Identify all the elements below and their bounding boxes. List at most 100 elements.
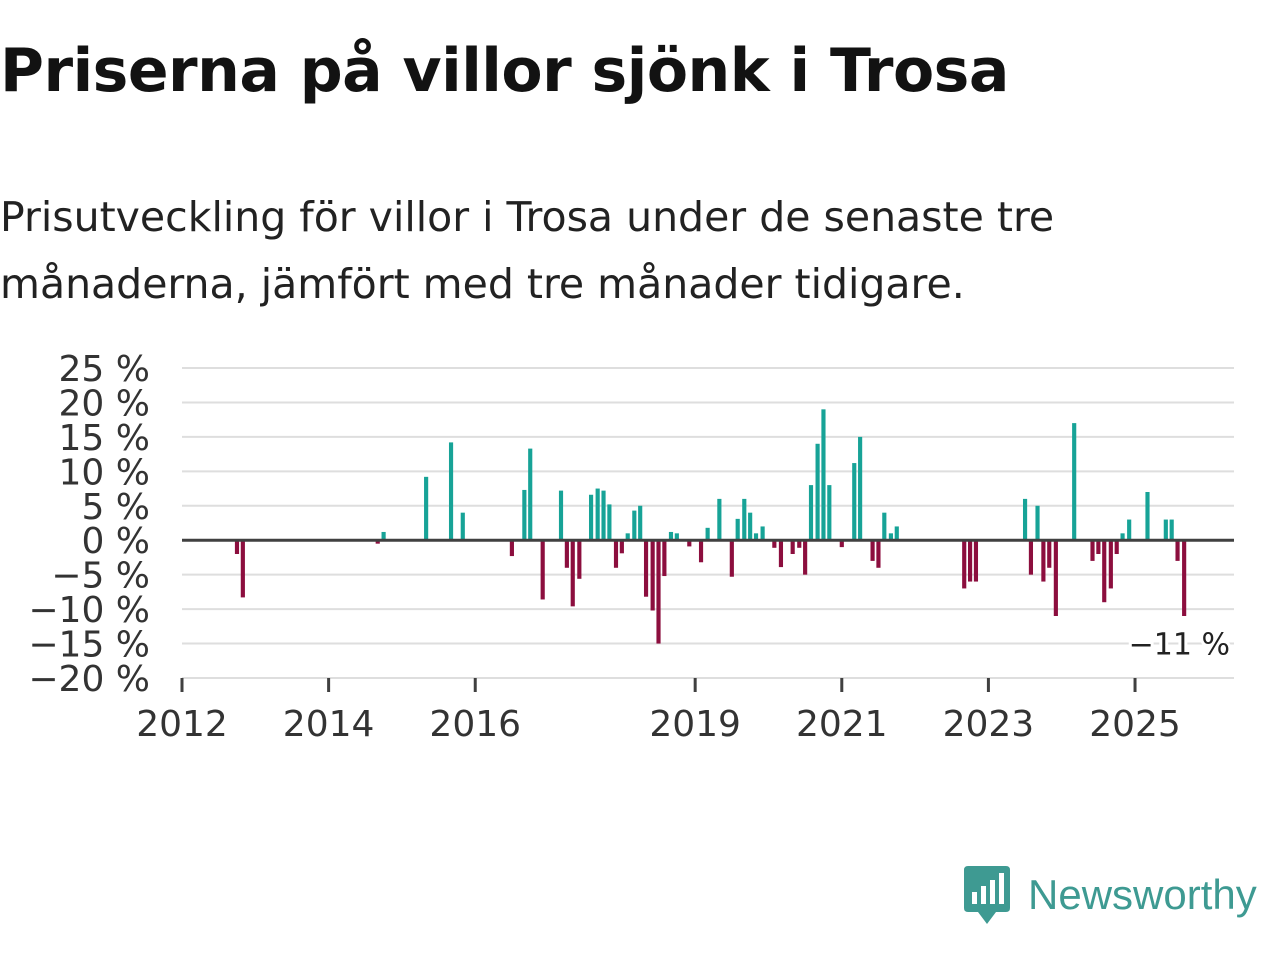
bar [540,540,545,600]
bar [1145,492,1150,541]
x-tick-label: 2023 [943,704,1035,740]
bar [808,485,814,541]
bar [858,436,863,541]
bar [656,540,661,644]
bar [894,526,899,541]
bar [1096,540,1101,554]
bar [1127,519,1132,541]
bar [424,476,429,541]
y-tick-label: −15 % [28,625,150,666]
bar [968,540,973,582]
bar [601,490,606,541]
bar [735,518,740,541]
bar [1114,540,1119,554]
bar [705,527,710,541]
bar [1163,519,1168,541]
bar [973,540,979,582]
bar [375,540,380,544]
newsworthy-logo: Newsworthy [962,864,1257,926]
y-tick-label: 0 % [81,521,150,562]
bar [674,533,679,541]
y-tick-label: 5 % [81,487,150,528]
bar [717,498,722,541]
y-tick-label: −10 % [28,590,150,631]
x-tick-label: 2016 [429,704,521,740]
bar [1035,505,1040,541]
bar [625,533,630,541]
bar [888,533,893,541]
bar [687,540,692,547]
annotations: −11 % [1126,625,1233,666]
bar [558,490,564,541]
bar [729,540,734,577]
last-value-label: −11 % [1129,628,1230,663]
bar [827,485,832,541]
bar [643,540,649,597]
chart-title: Priserna på villor sjönk i Trosa [0,36,1009,106]
bar [962,540,967,589]
brand-name: Newsworthy [1028,871,1257,918]
bar [815,443,820,541]
bar [381,531,386,541]
bar [1022,498,1028,541]
bar [668,531,674,541]
bar [797,540,802,548]
bar [1047,540,1052,568]
y-tick-label: 25 % [59,349,150,390]
y-tick-label: 20 % [59,383,150,424]
bar [1090,540,1095,561]
bar [1169,519,1174,541]
gridlines [182,367,1234,679]
x-tick-label: 2025 [1089,704,1181,740]
bar [522,489,527,541]
bar [698,540,704,563]
bar [638,505,643,541]
bar [1053,540,1058,616]
bar [570,540,575,607]
bar [753,533,759,541]
axes [180,538,1234,692]
bar [1108,540,1113,589]
bar [619,540,624,554]
bar [460,512,465,541]
bar [613,540,619,568]
bar [1028,540,1034,575]
y-tick-label: 15 % [59,418,150,459]
bar [234,540,240,554]
bar [577,540,582,579]
bar [448,442,454,541]
bar [1182,540,1187,616]
x-tick-label: 2019 [649,704,741,740]
bar [870,540,875,561]
bar [778,540,784,568]
bar [240,540,245,598]
bar [821,409,826,541]
bar [742,498,747,541]
bar [1120,533,1125,541]
bar [607,504,612,541]
y-tick-label: 10 % [59,452,150,493]
bar [528,448,533,541]
bar [1072,423,1077,541]
bar [748,512,753,541]
chart-subtitle: Prisutveckling för villor i Trosa under … [0,193,1055,308]
bar-chart: 25 %20 %15 %10 %5 %0 %−5 %−10 %−15 %−20 … [28,349,1234,740]
bar [882,512,887,541]
bar [595,488,600,541]
bar [876,540,881,568]
bar [650,540,655,611]
bar [564,540,569,568]
y-tick-label: −20 % [28,659,150,700]
newsworthy-logo-icon [964,866,1010,924]
bars [234,409,1187,644]
x-tick-label: 2012 [136,704,228,740]
x-tick-label: 2014 [283,704,375,740]
bar [760,526,765,541]
bar [790,540,795,554]
y-axis-labels: 25 %20 %15 %10 %5 %0 %−5 %−10 %−15 %−20 … [28,349,150,700]
bar [1041,540,1046,582]
x-axis-labels: 2012 2014 2016 2019 2021 2023 2025 [136,704,1181,740]
bar [588,494,594,541]
bar [1102,540,1107,603]
bar [852,463,857,541]
